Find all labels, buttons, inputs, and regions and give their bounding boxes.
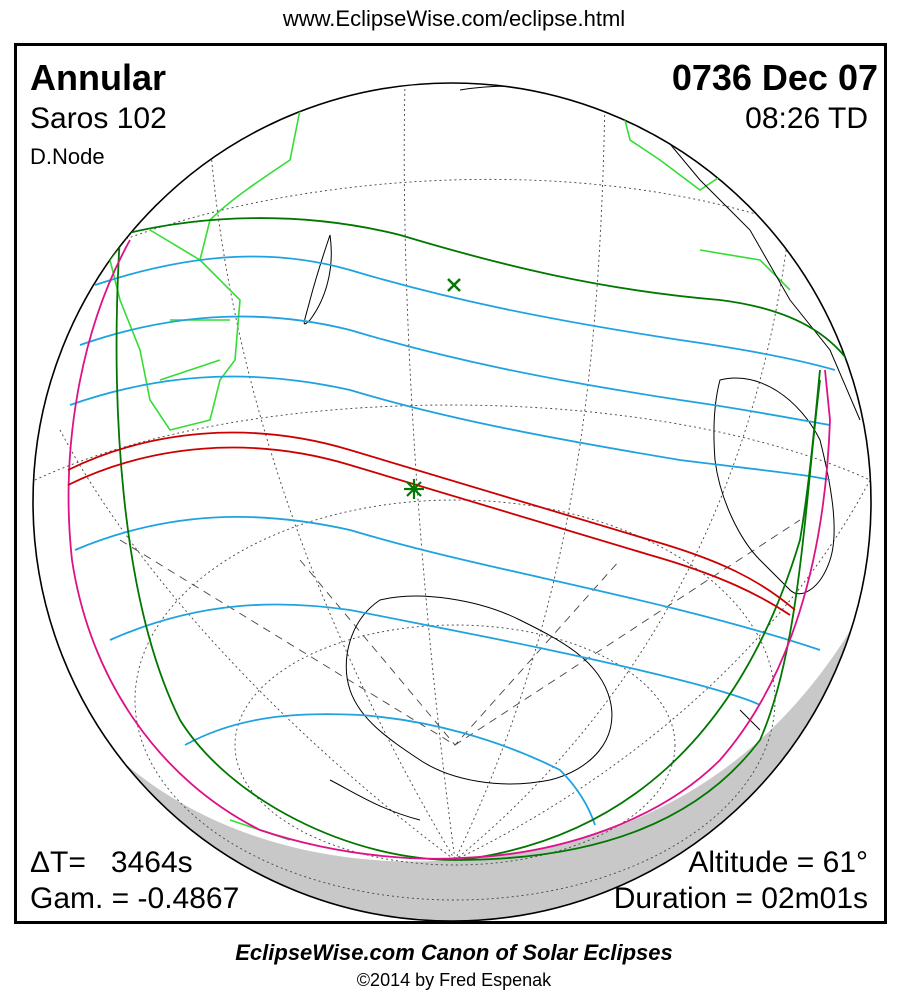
eclipse-time: 08:26 TD <box>745 102 868 135</box>
eclipse-date: 0736 Dec 07 <box>671 57 878 98</box>
ecliptic-dashes <box>119 519 801 746</box>
rise-set-curve <box>67 239 831 860</box>
sun-altitude: Altitude = 61° <box>688 846 868 879</box>
eclipse-type: Annular <box>30 57 167 98</box>
magnitude-lines <box>69 255 836 826</box>
globe-map <box>32 82 872 921</box>
world-coastlines <box>303 85 861 821</box>
subsolar-marker <box>447 278 461 292</box>
globe-outline <box>32 82 872 921</box>
node-label: D.Node <box>30 144 105 169</box>
copyright: ©2014 by Fred Espenak <box>356 970 552 990</box>
delta-t: ΔT= 3464s <box>30 846 193 879</box>
central-path <box>67 431 796 616</box>
greatest-eclipse-marker <box>404 479 424 499</box>
penumbral-limits <box>115 217 861 861</box>
canon-title: EclipseWise.com Canon of Solar Eclipses <box>235 940 673 965</box>
gamma-value: Gam. = -0.4867 <box>30 882 240 915</box>
map-frame <box>14 43 887 924</box>
saros-series: Saros 102 <box>30 102 167 135</box>
source-url[interactable]: www.EclipseWise.com/eclipse.html <box>282 6 626 31</box>
central-duration: Duration = 02m01s <box>613 882 868 915</box>
